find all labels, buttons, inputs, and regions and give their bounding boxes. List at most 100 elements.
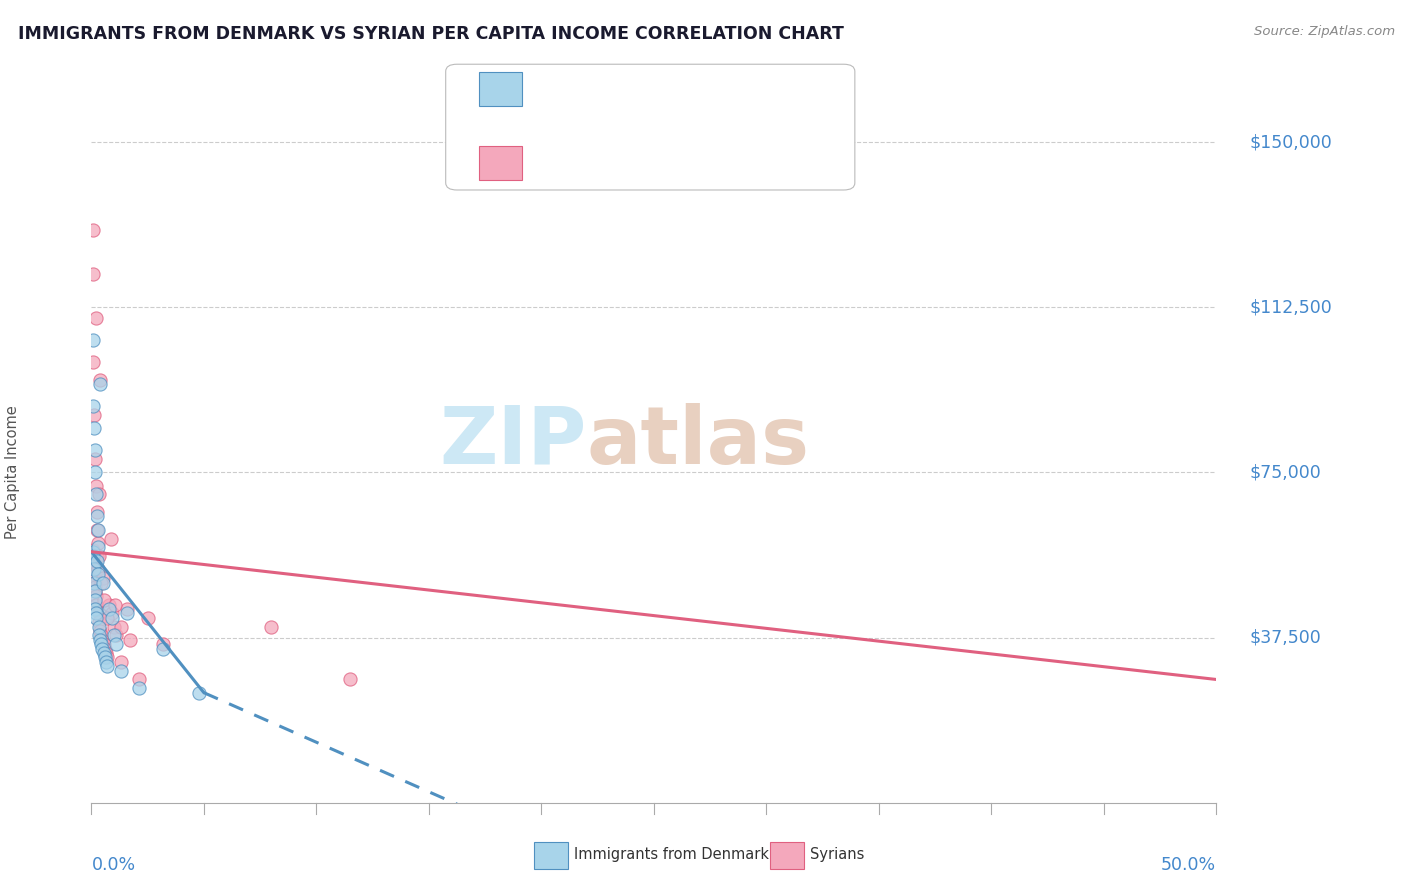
Point xyxy=(84,589,107,603)
Point xyxy=(86,487,108,501)
Point xyxy=(100,607,122,621)
Point xyxy=(84,607,107,621)
Point xyxy=(188,686,211,700)
Point xyxy=(104,598,127,612)
Point xyxy=(91,632,114,647)
Point xyxy=(82,545,104,559)
Point xyxy=(83,421,105,435)
Text: R = -0.274   N = 40: R = -0.274 N = 40 xyxy=(538,80,716,98)
Point xyxy=(87,541,110,555)
Point xyxy=(86,509,108,524)
Point xyxy=(260,619,283,633)
Point xyxy=(91,575,114,590)
Point xyxy=(94,655,117,669)
Point xyxy=(86,566,108,581)
Point xyxy=(84,311,107,326)
Point xyxy=(96,611,118,625)
Point xyxy=(87,536,110,550)
Point xyxy=(83,575,105,590)
Point xyxy=(96,650,118,665)
Point xyxy=(89,632,111,647)
Point xyxy=(82,355,104,369)
Point xyxy=(128,681,150,696)
Point xyxy=(100,532,122,546)
Point xyxy=(83,562,105,576)
Point xyxy=(90,637,112,651)
Point xyxy=(89,628,111,642)
Point xyxy=(89,373,111,387)
Point xyxy=(105,637,128,651)
Point xyxy=(152,641,174,656)
Point xyxy=(110,664,132,678)
Point xyxy=(110,655,132,669)
Point xyxy=(103,628,125,642)
Point xyxy=(136,611,159,625)
Text: Per Capita Income: Per Capita Income xyxy=(6,406,20,540)
Point xyxy=(84,478,107,492)
Point xyxy=(93,637,115,651)
Point xyxy=(84,602,107,616)
Point xyxy=(83,584,105,599)
Text: $37,500: $37,500 xyxy=(1250,629,1322,647)
Point xyxy=(93,593,115,607)
Point xyxy=(83,408,105,422)
Point xyxy=(84,580,107,594)
Point xyxy=(94,641,117,656)
Point xyxy=(118,632,141,647)
Point xyxy=(86,611,108,625)
Point xyxy=(91,641,114,656)
Point xyxy=(93,646,115,660)
Point xyxy=(82,400,104,414)
Point xyxy=(86,523,108,537)
Point xyxy=(152,637,174,651)
Point xyxy=(128,673,150,687)
Text: Syrians: Syrians xyxy=(810,847,865,862)
Point xyxy=(83,566,105,581)
Point xyxy=(117,607,139,621)
Point xyxy=(110,619,132,633)
Text: $150,000: $150,000 xyxy=(1250,133,1333,151)
Point xyxy=(100,611,122,625)
Text: Immigrants from Denmark: Immigrants from Denmark xyxy=(574,847,769,862)
Point xyxy=(87,619,110,633)
Point xyxy=(339,673,361,687)
Text: 0.0%: 0.0% xyxy=(91,855,135,873)
Text: $112,500: $112,500 xyxy=(1250,298,1333,317)
Point xyxy=(82,267,104,281)
Point xyxy=(86,553,108,567)
Point xyxy=(82,333,104,347)
Point xyxy=(89,377,111,392)
Point xyxy=(91,571,114,585)
Text: ZIP: ZIP xyxy=(439,402,586,481)
Point xyxy=(89,624,111,638)
Point xyxy=(90,628,112,642)
Text: 50.0%: 50.0% xyxy=(1161,855,1216,873)
Point xyxy=(83,558,105,572)
Point xyxy=(82,223,104,237)
Point xyxy=(94,646,117,660)
Text: IMMIGRANTS FROM DENMARK VS SYRIAN PER CAPITA INCOME CORRELATION CHART: IMMIGRANTS FROM DENMARK VS SYRIAN PER CA… xyxy=(18,25,844,43)
Point xyxy=(87,607,110,621)
Point xyxy=(82,549,104,563)
Text: Source: ZipAtlas.com: Source: ZipAtlas.com xyxy=(1254,25,1395,38)
Point xyxy=(103,619,125,633)
Point xyxy=(87,549,110,563)
Point xyxy=(83,575,105,590)
Point xyxy=(87,523,110,537)
Point xyxy=(84,593,107,607)
Point xyxy=(83,443,105,458)
Point xyxy=(89,487,111,501)
Point xyxy=(94,650,117,665)
Point xyxy=(89,615,111,630)
Point xyxy=(90,575,112,590)
Point xyxy=(84,584,107,599)
Point xyxy=(98,602,121,616)
Text: R = -0.263   N = 52: R = -0.263 N = 52 xyxy=(538,154,716,172)
Point xyxy=(105,628,128,642)
Point xyxy=(96,659,118,673)
Point xyxy=(83,452,105,467)
Point xyxy=(82,553,104,567)
Point xyxy=(86,562,108,576)
Point xyxy=(86,598,108,612)
Text: $75,000: $75,000 xyxy=(1250,464,1322,482)
